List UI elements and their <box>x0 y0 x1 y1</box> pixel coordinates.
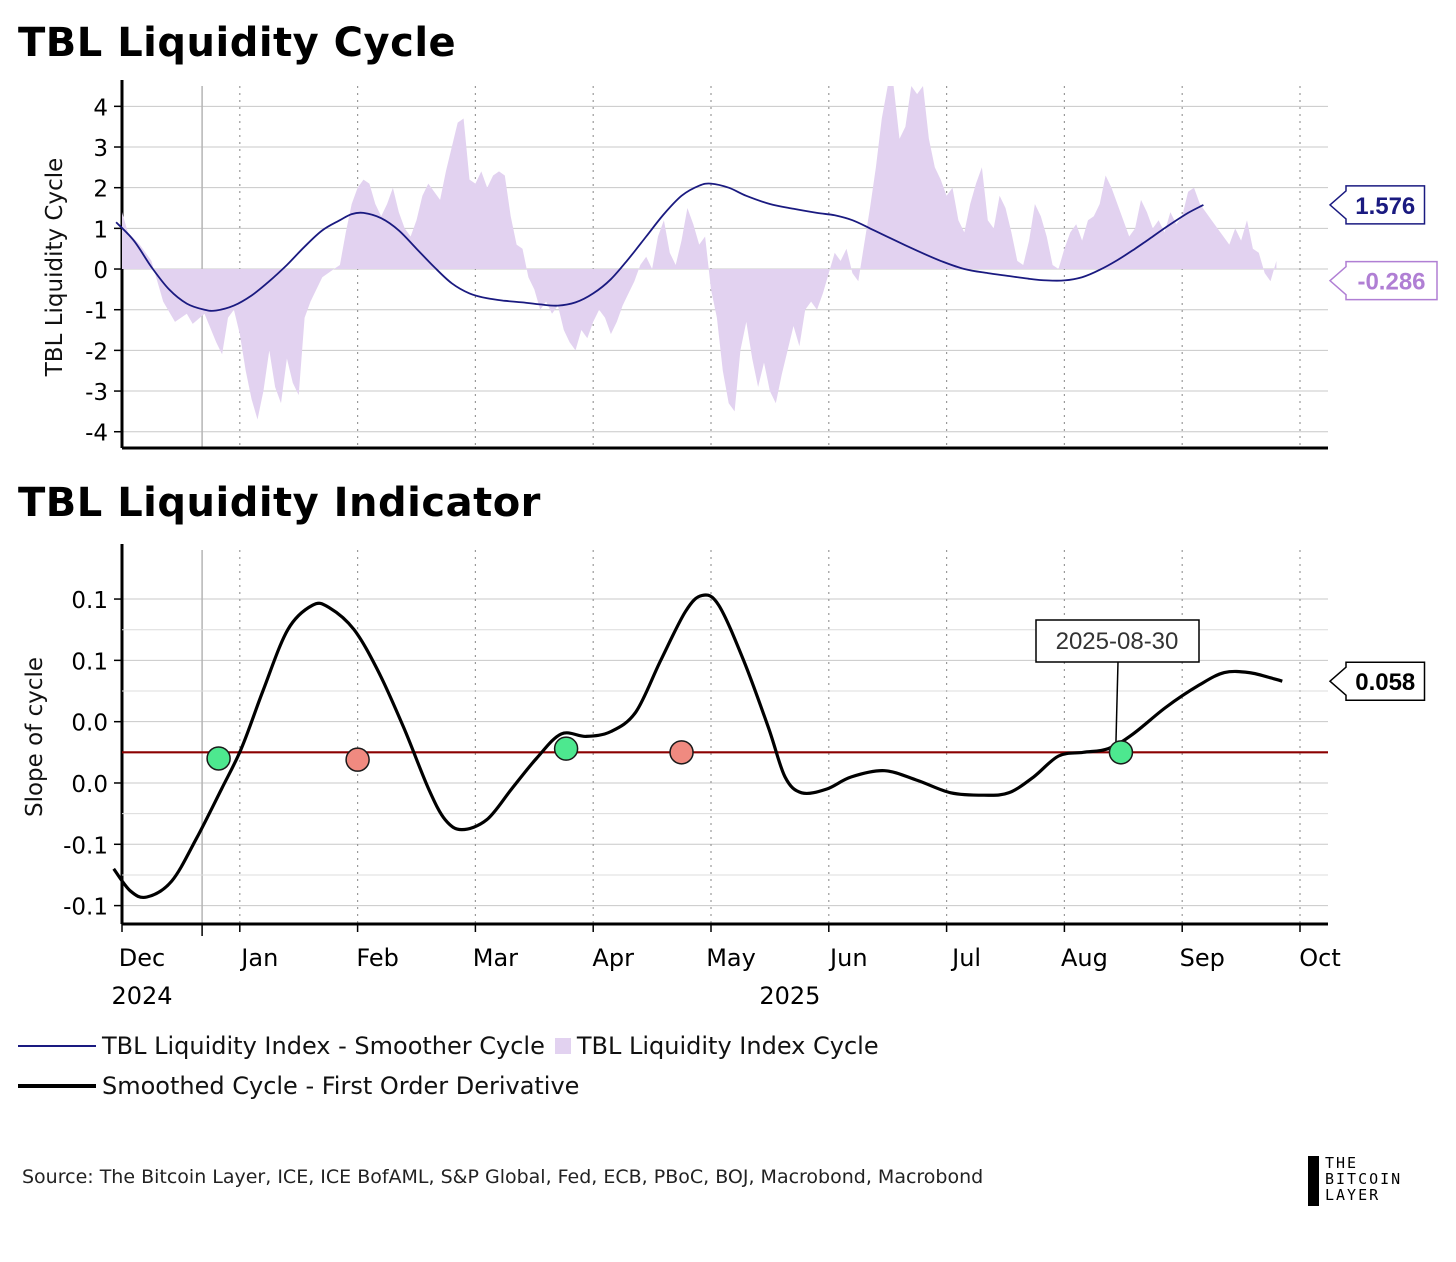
derivative-line <box>112 593 1283 900</box>
indicator-ytick-label: -0.1 <box>63 895 108 921</box>
signal-marker-down <box>669 740 694 765</box>
x-tick-label-month: Jul <box>950 944 981 972</box>
indicator-ytick-label: 0.0 <box>71 772 108 798</box>
x-tick-label-month: Dec <box>119 944 165 972</box>
annotation-pointer <box>1115 661 1119 743</box>
indicator-ytick-label: 0.0 <box>71 711 108 737</box>
signal-marker-up <box>206 746 231 771</box>
legend-label-smoother: TBL Liquidity Index - Smoother Cycle <box>102 1032 545 1060</box>
logo-bar-icon <box>1308 1156 1319 1206</box>
x-tick-label-month: Jan <box>239 944 278 972</box>
x-tick-label-month: Apr <box>592 944 634 972</box>
cycle-ytick-label: -2 <box>85 339 108 365</box>
indicator-ytick-label: 0.1 <box>71 649 108 675</box>
smoother-cycle-line <box>115 182 1204 312</box>
cycle-y-axis-title: TBL Liquidity Cycle <box>42 158 68 378</box>
cycle-ytick-label: 2 <box>93 177 108 203</box>
x-tick-label-month: Aug <box>1061 944 1108 972</box>
legend-row-1: TBL Liquidity Index - Smoother Cycle TBL… <box>18 1032 889 1060</box>
legend-swatch-derivative <box>18 1084 96 1088</box>
legend-item-cycle[interactable]: TBL Liquidity Index Cycle <box>554 1032 879 1060</box>
cycle-ytick-label: 0 <box>93 258 108 284</box>
source-note: Source: The Bitcoin Layer, ICE, ICE BofA… <box>22 1166 984 1188</box>
cycle-value-tag <box>1328 260 1438 301</box>
signal-marker-up <box>553 736 579 761</box>
signal-marker-down <box>345 747 370 772</box>
x-tick-label-month: May <box>706 944 756 972</box>
x-tick-label-month: Feb <box>356 944 399 972</box>
annotation-date-label: 2025-08-30 <box>1056 628 1179 655</box>
legend-label-derivative: Smoothed Cycle - First Order Derivative <box>102 1072 580 1100</box>
cycle-ytick-label: -3 <box>85 380 108 406</box>
indicator-ytick-label: -0.1 <box>63 833 108 859</box>
indicator-y-axis-title: Slope of cycle <box>22 657 48 817</box>
x-tick-label-year: 2025 <box>759 982 820 1010</box>
indicator-chart: -0.1 -0.1 0.0 0.0 0.1 0.1 Slope of cycle 2025-0… <box>22 544 1426 1010</box>
logo-text: THE BITCOIN LAYER <box>1325 1154 1403 1204</box>
cycle-last-value-label: -0.286 <box>1357 269 1425 296</box>
cycle-chart: -4 -3 -2 -1 0 1 2 3 4 TBL Liquidity Cycle 1.576 -0.… <box>42 80 1438 450</box>
legend-swatch-cycle <box>554 1038 571 1054</box>
x-tick-label-month: Oct <box>1299 944 1341 972</box>
chart-title-indicator: TBL Liquidity Indicator <box>18 480 541 526</box>
x-tick-label-month: Sep <box>1180 944 1225 972</box>
cycle-ytick-label: 3 <box>93 136 108 162</box>
legend-item-derivative[interactable]: Smoothed Cycle - First Order Derivative <box>18 1072 579 1100</box>
smoother-value-tag <box>1328 185 1426 225</box>
legend-swatch-smoother <box>18 1045 96 1047</box>
x-tick-label-month: Mar <box>473 944 518 972</box>
x-tick-label-year: 2024 <box>111 982 172 1010</box>
derivative-last-value-label: 0.058 <box>1355 669 1415 696</box>
indicator-ytick-label: 0.1 <box>71 588 108 614</box>
chart-title-cycle: TBL Liquidity Cycle <box>18 20 457 66</box>
bitcoin-layer-logo: THE BITCOIN LAYER <box>1308 1154 1448 1208</box>
cycle-ytick-label: -1 <box>85 299 108 325</box>
cycle-ytick-label: 4 <box>93 95 108 121</box>
legend-label-cycle: TBL Liquidity Index Cycle <box>576 1032 879 1060</box>
smoother-last-value-label: 1.576 <box>1355 193 1415 220</box>
derivative-value-tag <box>1328 661 1426 701</box>
cycle-ytick-label: -4 <box>85 421 108 447</box>
cycle-ytick-label: 1 <box>93 217 108 243</box>
cycle-area-series <box>122 86 1277 420</box>
x-tick-label-month: Jun <box>828 944 868 972</box>
signal-marker-up <box>1108 740 1134 765</box>
legend-item-smoother[interactable]: TBL Liquidity Index - Smoother Cycle <box>18 1032 545 1060</box>
annotation-box <box>1035 619 1200 663</box>
legend-row-2: Smoothed Cycle - First Order Derivative <box>18 1072 589 1100</box>
